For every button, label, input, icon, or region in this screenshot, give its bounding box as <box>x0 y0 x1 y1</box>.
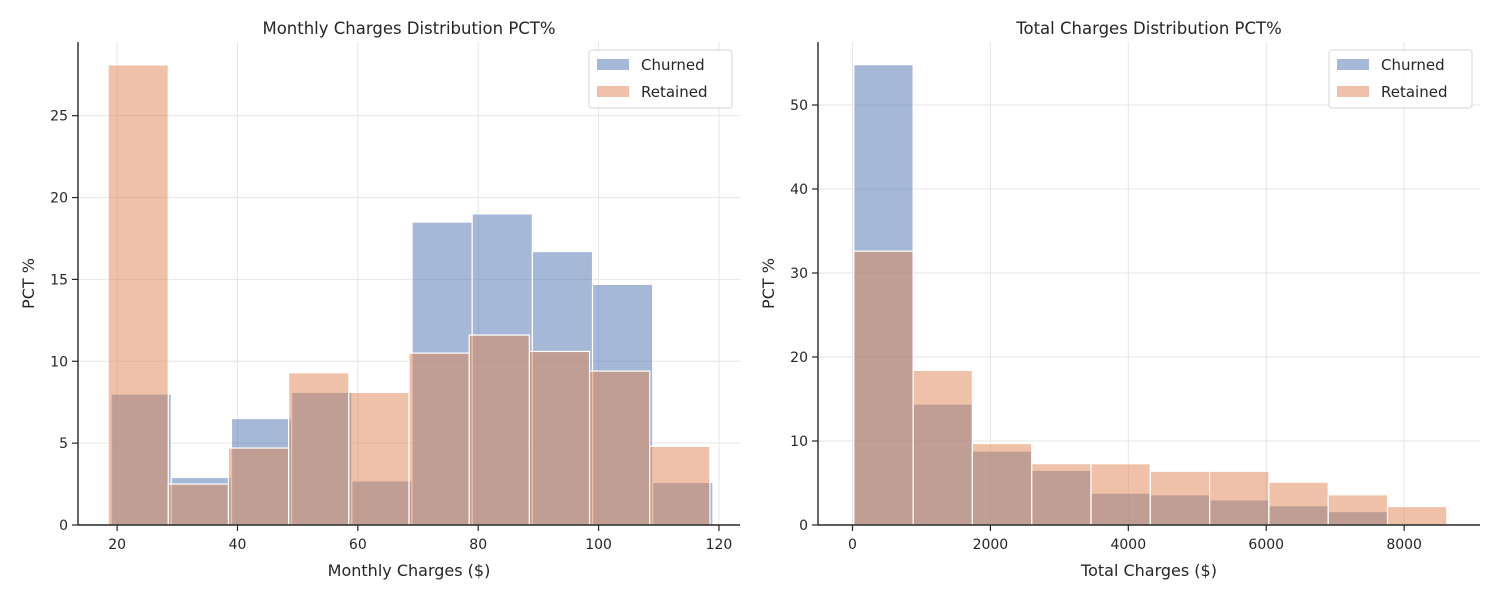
y-tick-label: 10 <box>790 434 808 450</box>
y-tick-label: 0 <box>799 518 808 534</box>
y-tick-label: 20 <box>50 191 68 207</box>
y-axis-label: PCT % <box>759 258 778 309</box>
bar-retained <box>1149 470 1211 526</box>
bar-retained <box>912 369 973 526</box>
x-tick-label: 8000 <box>1386 537 1422 553</box>
bar-retained <box>1209 470 1270 526</box>
bar-retained <box>588 370 651 526</box>
legend: Churned Retained <box>588 49 733 109</box>
bar-retained <box>408 352 470 526</box>
x-axis-label: Monthly Charges ($) <box>328 561 491 580</box>
bar-retained <box>1090 463 1151 526</box>
x-tick-label: 6000 <box>1248 537 1284 553</box>
bar-retained <box>227 447 290 526</box>
legend-swatch-churned <box>597 59 629 70</box>
series-retained <box>107 64 711 526</box>
x-tick-label: 0 <box>848 537 857 553</box>
bar-retained <box>107 64 169 526</box>
legend-label-churned: Churned <box>1381 56 1445 74</box>
y-tick-label: 30 <box>790 266 808 282</box>
y-tick-label: 10 <box>50 354 68 370</box>
legend-swatch-retained <box>1337 86 1369 97</box>
x-tick-label: 60 <box>349 537 367 553</box>
series-retained <box>853 250 1448 526</box>
bar-retained <box>853 250 914 526</box>
legend-label-retained: Retained <box>1381 83 1447 101</box>
x-tick-label: 100 <box>585 537 612 553</box>
y-tick-label: 25 <box>50 109 68 125</box>
y-tick-label: 20 <box>790 350 808 366</box>
y-tick-label: 15 <box>50 272 68 288</box>
y-axis-label: PCT % <box>19 258 38 309</box>
chart-panel-2: 0 2000 4000 6000 8000 0 10 20 30 40 50 Total Charge… <box>759 19 1480 580</box>
legend: Churned Retained <box>1328 49 1473 109</box>
bar-retained <box>649 445 711 526</box>
bar-retained <box>528 350 591 526</box>
chart-panel-1: 20 40 60 80 100 120 0 5 10 15 20 25 Monthly Charges … <box>19 19 740 580</box>
bar-retained <box>1268 481 1329 526</box>
legend-swatch-retained <box>597 86 629 97</box>
x-axis-label: Total Charges ($) <box>1080 561 1217 580</box>
legend-label-retained: Retained <box>641 83 707 101</box>
x-tick-label: 80 <box>469 537 487 553</box>
bar-retained <box>468 334 530 526</box>
x-tick-label: 2000 <box>973 537 1009 553</box>
y-tick-label: 40 <box>790 182 808 198</box>
bar-retained <box>1327 494 1389 526</box>
x-tick-label: 4000 <box>1110 537 1146 553</box>
x-tick-label: 120 <box>706 537 733 553</box>
legend-label-churned: Churned <box>641 56 705 74</box>
bar-retained <box>1386 505 1448 526</box>
chart-title: Total Charges Distribution PCT% <box>1015 19 1282 38</box>
bar-retained <box>1031 463 1092 526</box>
bar-retained <box>288 372 350 526</box>
y-tick-label: 0 <box>59 518 68 534</box>
x-tick-label: 40 <box>229 537 247 553</box>
bar-retained <box>167 483 230 526</box>
y-tick-label: 5 <box>59 436 68 452</box>
bar-retained <box>348 391 410 526</box>
bar-retained <box>971 442 1033 526</box>
chart-title: Monthly Charges Distribution PCT% <box>262 19 555 38</box>
x-tick-label: 20 <box>108 537 126 553</box>
legend-swatch-churned <box>1337 59 1369 70</box>
y-tick-label: 50 <box>790 98 808 114</box>
